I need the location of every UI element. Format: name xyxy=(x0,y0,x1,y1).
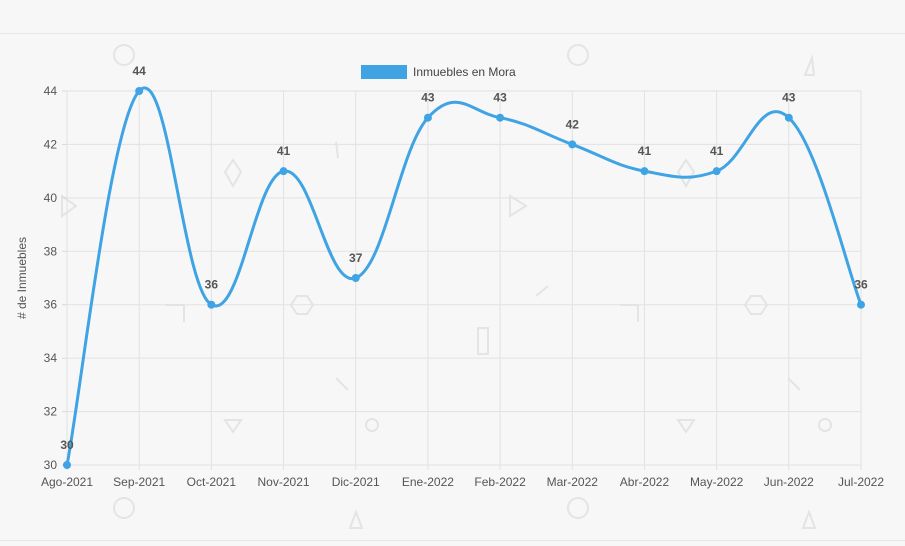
data-label: 30 xyxy=(60,438,74,452)
data-point xyxy=(640,167,649,176)
data-point xyxy=(423,113,432,122)
legend-label: Inmuebles en Mora xyxy=(413,65,516,79)
decor-shape xyxy=(223,419,243,434)
y-axis-ticks: 30 32 34 36 38 40 42 44 xyxy=(44,84,58,472)
data-label: 41 xyxy=(710,144,724,158)
decor-shape xyxy=(113,497,135,519)
decor-shape xyxy=(365,418,379,432)
y-tick-label: 30 xyxy=(44,458,58,472)
y-tick-label: 32 xyxy=(44,405,58,419)
data-label: 43 xyxy=(493,91,507,105)
legend-swatch xyxy=(361,65,407,79)
data-label: 41 xyxy=(277,144,291,158)
bottom-divider xyxy=(0,540,905,541)
x-tick-label: Dic-2021 xyxy=(332,475,380,489)
data-point xyxy=(496,113,505,122)
x-tick-label: Ene-2022 xyxy=(402,475,454,489)
data-point xyxy=(784,113,793,122)
decor-shape xyxy=(676,419,696,434)
decor-shape xyxy=(676,158,696,189)
data-label: 44 xyxy=(133,64,147,78)
legend[interactable]: Inmuebles en Mora xyxy=(361,64,516,80)
x-tick-label: Jul-2022 xyxy=(838,475,884,489)
decor-shape xyxy=(787,377,801,391)
data-point xyxy=(857,300,865,309)
y-tick-label: 38 xyxy=(44,244,58,258)
data-label: 43 xyxy=(782,91,796,105)
decor-shape xyxy=(567,44,589,66)
y-tick-label: 34 xyxy=(44,351,58,365)
grid-lines xyxy=(62,90,862,470)
x-tick-label: May-2022 xyxy=(690,475,744,489)
data-label: 37 xyxy=(349,251,363,265)
data-points xyxy=(63,87,865,469)
data-label: 41 xyxy=(638,144,652,158)
decor-shape xyxy=(61,194,78,218)
decor-shape xyxy=(818,418,832,432)
data-label: 43 xyxy=(421,91,435,105)
y-axis-title: # de Inmuebles xyxy=(15,236,29,320)
decor-shape xyxy=(509,194,528,218)
data-point xyxy=(351,274,360,282)
decor-shape xyxy=(801,509,817,529)
data-label: 36 xyxy=(205,278,219,292)
data-point xyxy=(63,461,71,469)
decor-shape xyxy=(113,44,135,66)
y-tick-label: 42 xyxy=(44,137,58,151)
data-labels: 30 44 36 41 37 43 43 42 41 41 43 36 xyxy=(60,64,868,452)
decor-shape xyxy=(803,54,816,76)
decor-shape xyxy=(477,327,489,355)
decor-shape xyxy=(223,158,243,189)
data-label: 42 xyxy=(566,117,580,131)
x-tick-label: Sep-2021 xyxy=(113,475,165,489)
x-tick-label: Jun-2022 xyxy=(764,475,814,489)
data-point xyxy=(712,167,721,176)
x-tick-label: Nov-2021 xyxy=(258,475,310,489)
y-tick-label: 44 xyxy=(44,84,58,98)
background-decoration xyxy=(61,44,832,529)
x-axis-ticks: Ago-2021 Sep-2021 Oct-2021 Nov-2021 Dic-2021… xyxy=(41,475,884,489)
data-point xyxy=(568,140,577,149)
x-tick-label: Abr-2022 xyxy=(620,475,670,489)
y-tick-label: 36 xyxy=(44,298,58,312)
x-tick-label: Ago-2021 xyxy=(41,475,93,489)
data-point xyxy=(207,300,216,309)
x-tick-label: Feb-2022 xyxy=(474,475,526,489)
decor-shape xyxy=(335,377,349,391)
x-tick-label: Mar-2022 xyxy=(547,475,599,489)
data-point xyxy=(279,167,288,176)
x-tick-label: Oct-2021 xyxy=(187,475,237,489)
y-tick-label: 40 xyxy=(44,191,58,205)
decor-shape xyxy=(348,509,364,529)
top-divider xyxy=(0,33,905,34)
series-line xyxy=(65,86,863,466)
decor-shape xyxy=(535,285,549,297)
decor-shape xyxy=(567,497,589,519)
data-point xyxy=(135,87,144,95)
data-label: 36 xyxy=(854,278,868,292)
